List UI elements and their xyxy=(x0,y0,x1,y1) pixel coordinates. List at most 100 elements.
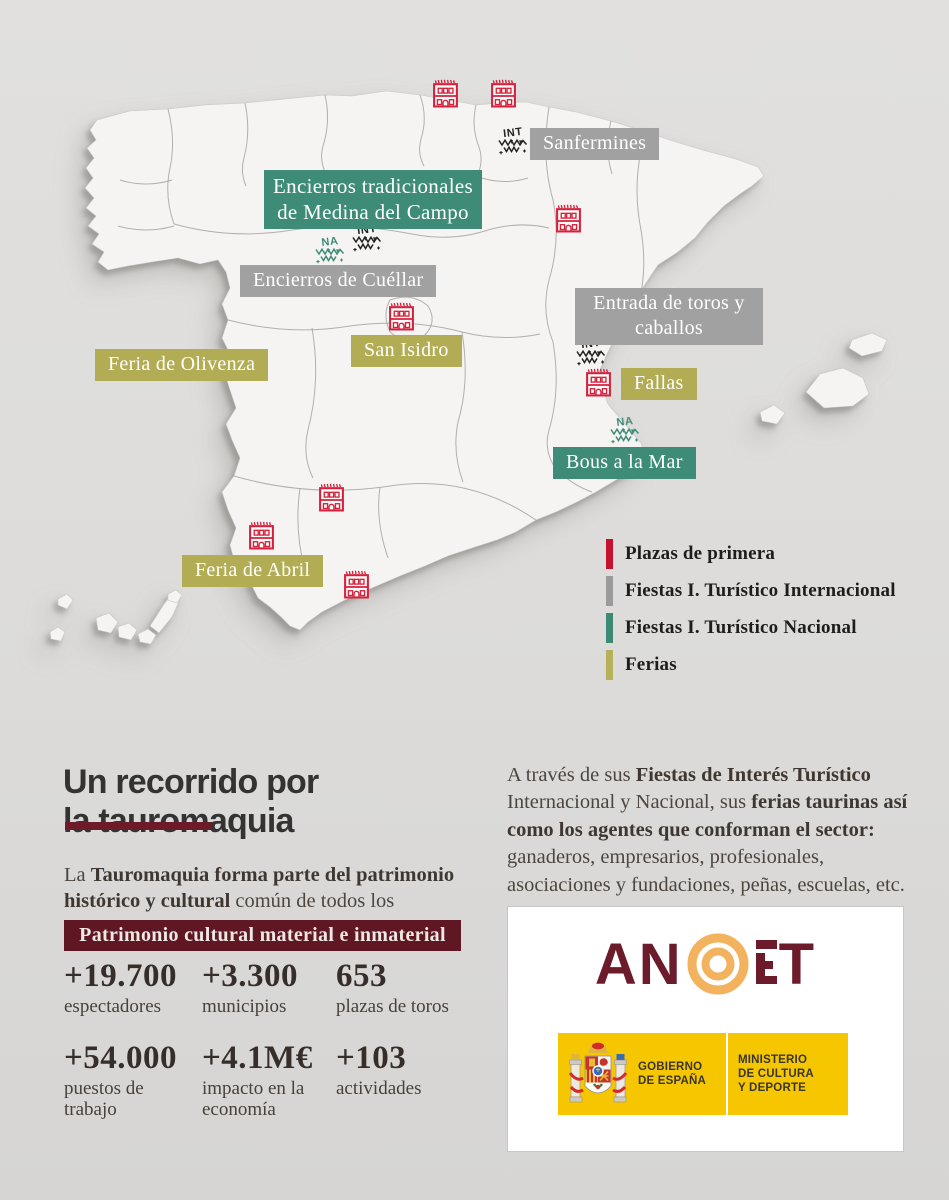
bunting-icon xyxy=(610,428,640,444)
title-line-1: Un recorrido por xyxy=(63,762,319,801)
legend-item-ferias: Ferias xyxy=(606,650,896,680)
map-label-entrada-toros-caballos: Entrada de toros y caballos xyxy=(575,288,763,345)
map-label-feria-abril: Feria de Abril xyxy=(182,555,324,587)
stat-value: +19.700 xyxy=(64,958,178,994)
ministerio-text: MINISTERIO DE CULTURA Y DEPORTE xyxy=(728,1033,848,1115)
title-line-2: la tauromaquia xyxy=(63,801,294,840)
fiesta-nacional-icon: NA xyxy=(313,235,347,265)
legend-item-fiestas-nacional: Fiestas I. Turístico Nacional xyxy=(606,613,896,643)
plaza-de-toros-icon xyxy=(343,570,370,599)
legend-swatch-teal xyxy=(606,613,613,643)
gov-logo-divider xyxy=(726,1033,728,1115)
anoet-letter-e xyxy=(755,940,777,984)
canary-island xyxy=(117,622,138,641)
segment-regular: Internacional y Nacional, sus xyxy=(507,791,752,814)
fiesta-int-text: INT xyxy=(502,125,524,141)
segment-bold: ferias taurinas así como los agentes que… xyxy=(507,791,908,841)
map-label-san-isidro: San Isidro xyxy=(351,335,462,367)
legend-item-fiestas-internacional: Fiestas I. Turístico Internacional xyxy=(606,576,896,606)
plaza-de-toros-icon xyxy=(318,483,345,512)
map-label-bous-a-la-mar: Bous a la Mar xyxy=(553,447,696,479)
stat-label: puestos de trabajo xyxy=(64,1077,144,1121)
stat-value: +54.000 xyxy=(64,1039,178,1076)
fiesta-na-text: NA xyxy=(615,415,635,429)
intro-pre: La xyxy=(64,863,91,886)
gobierno-line-1: GOBIERNO xyxy=(638,1061,703,1073)
plaza-de-toros-icon xyxy=(248,521,275,550)
page-title: Un recorrido por la tauromaquia xyxy=(63,762,319,841)
canary-island xyxy=(167,589,183,604)
stat-impacto: +4.1M€ impacto en la economía xyxy=(202,1040,336,1121)
intro-paragraph: La Tauromaquia forma parte del patrimoni… xyxy=(64,862,468,942)
stat-puestos: +54.000 puestos de trabajo xyxy=(64,1040,202,1121)
stat-municipios: +3.300 municipios xyxy=(202,958,336,1018)
stat-label: espectadores xyxy=(64,996,162,1017)
stat-value: +4.1M€ xyxy=(202,1039,313,1076)
stat-value: 653 xyxy=(336,958,387,994)
plaza-de-toros-icon xyxy=(555,204,582,233)
legend-label: Ferias xyxy=(625,654,677,675)
bunting-icon xyxy=(352,236,382,252)
stats-grid: +19.700 espectadores +3.300 municipios 6… xyxy=(64,958,466,1121)
anoet-letters-an: AN xyxy=(594,932,683,997)
segment-regular: ganaderos, empresarios, profesionales, a… xyxy=(507,846,905,896)
segment-regular: A través de sus xyxy=(507,763,636,786)
canary-island xyxy=(137,628,157,645)
gobierno-espana-logo: GOBIERNO DE ESPAÑA MINISTERIO DE CULTURA… xyxy=(558,1033,848,1115)
stat-actividades: +103 actividades xyxy=(336,1040,466,1121)
legend-label: Plazas de primera xyxy=(625,543,776,564)
stat-espectadores: +19.700 espectadores xyxy=(64,958,202,1018)
stat-value: +103 xyxy=(336,1039,407,1076)
bunting-icon xyxy=(498,139,528,155)
bunting-icon xyxy=(315,248,345,264)
anoet-bullseye-icon xyxy=(687,933,749,995)
map-label-cuellar: Encierros de Cuéllar xyxy=(240,265,437,297)
legend-swatch-red xyxy=(606,539,613,569)
canary-island xyxy=(49,626,66,642)
title-accent-rule xyxy=(65,822,212,830)
plaza-de-toros-icon xyxy=(388,302,415,331)
stat-label: plazas de toros xyxy=(336,996,449,1017)
island-mallorca xyxy=(805,367,870,409)
stat-label: actividades xyxy=(336,1077,422,1099)
island-ibiza xyxy=(759,404,786,425)
fiesta-na-text: NA xyxy=(320,235,340,249)
canary-island xyxy=(57,593,74,610)
anoet-logo: AN T xyxy=(508,931,903,998)
gobierno-line-2: DE ESPAÑA xyxy=(638,1075,707,1087)
map-legend: Plazas de primera Fiestas I. Turístico I… xyxy=(606,539,896,687)
legend-swatch-gray xyxy=(606,576,613,606)
spain-coat-of-arms-icon xyxy=(558,1033,638,1115)
legend-label: Fiestas I. Turístico Internacional xyxy=(625,580,896,601)
fiesta-nacional-icon: NA xyxy=(608,415,642,445)
fiesta-internacional-icon: INT xyxy=(496,125,530,156)
anoet-letter-t: T xyxy=(778,932,817,997)
fiesta-internacional-icon: INT xyxy=(350,223,384,253)
plaza-de-toros-icon xyxy=(432,79,459,108)
gobierno-text: GOBIERNO DE ESPAÑA xyxy=(638,1033,726,1115)
logos-card: AN T xyxy=(507,906,904,1152)
stat-label: impacto en la economía xyxy=(202,1077,305,1121)
ministerio-line-2: DE CULTURA xyxy=(738,1068,814,1080)
ministerio-line-3: Y DEPORTE xyxy=(738,1082,807,1094)
legend-item-plazas: Plazas de primera xyxy=(606,539,896,569)
legend-label: Fiestas I. Turístico Nacional xyxy=(625,617,857,638)
bunting-icon xyxy=(576,350,606,366)
map-label-feria-olivenza: Feria de Olivenza xyxy=(95,349,269,381)
sector-paragraph: A través de sus Fiestas de Interés Turís… xyxy=(507,762,911,900)
ministerio-line-1: MINISTERIO xyxy=(738,1054,808,1066)
canary-island xyxy=(95,612,119,634)
intro-bold: Tauromaquia forma parte del patrimonio h… xyxy=(64,863,455,913)
plaza-de-toros-icon xyxy=(490,79,517,108)
plaza-de-toros-icon xyxy=(585,368,612,397)
segment-bold: Fiestas de Interés Turístico xyxy=(635,763,871,786)
stat-value: +3.300 xyxy=(202,958,299,994)
map-label-medina-del-campo: Encierros tradicionales de Medina del Ca… xyxy=(264,170,482,229)
map-label-fallas: Fallas xyxy=(621,368,697,400)
stat-plazas: 653 plazas de toros xyxy=(336,958,466,1018)
island-menorca xyxy=(848,332,888,357)
stat-label: municipios xyxy=(202,996,287,1017)
patrimonio-banner: Patrimonio cultural material e inmateria… xyxy=(64,920,461,951)
map-label-sanfermines: Sanfermines xyxy=(530,128,660,160)
